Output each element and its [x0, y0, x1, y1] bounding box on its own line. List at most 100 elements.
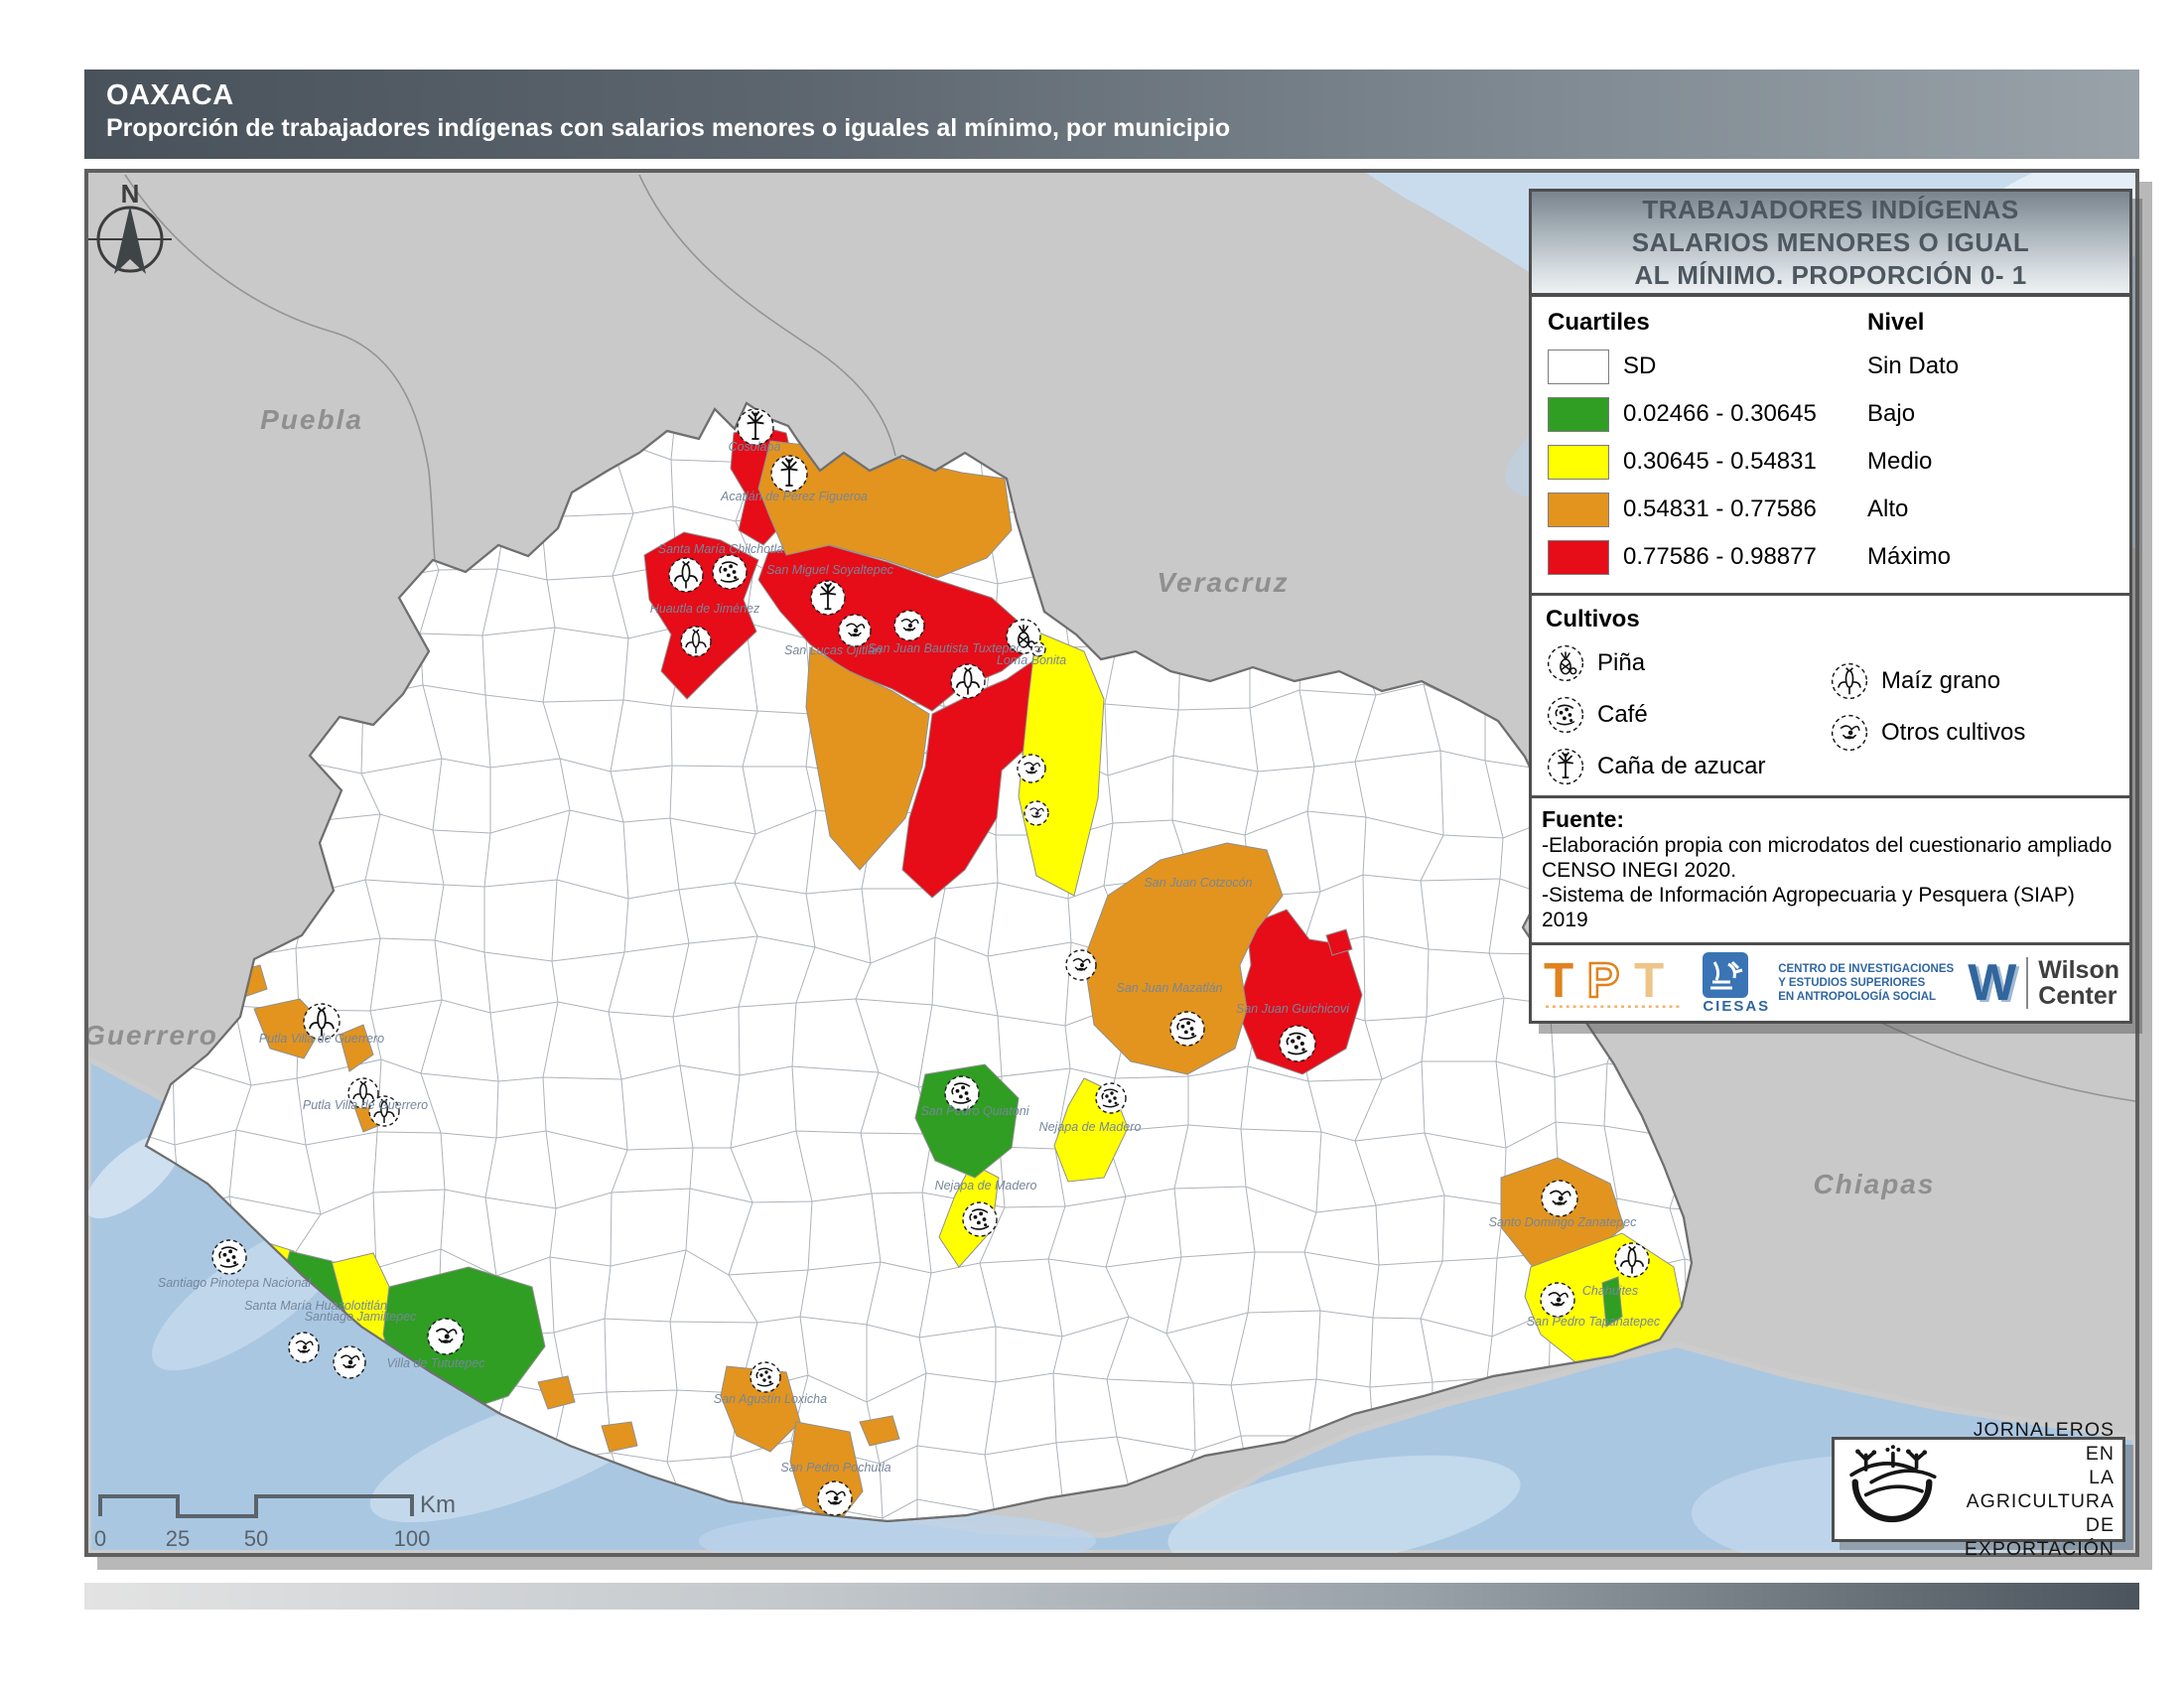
otros-icon — [1066, 950, 1096, 980]
ciesas-line: Y ESTUDIOS SUPERIORES — [1778, 976, 1954, 990]
cultivo-label: Caña de azucar — [1597, 753, 1765, 780]
municipality-label: Santiago Jamiltepec — [305, 1310, 417, 1324]
cana-icon — [771, 456, 807, 492]
header-bar: OAXACA Proporción de trabajadores indíge… — [84, 70, 2139, 159]
quartile-range: SD — [1623, 352, 1867, 380]
svg-text:T: T — [1634, 953, 1664, 1008]
fuente-line: CENSO INEGI 2020. — [1542, 858, 2119, 883]
legend-title-line: AL MÍNIMO. PROPORCIÓN 0- 1 — [1634, 259, 2026, 292]
page-subtitle: Proporción de trabajadores indígenas con… — [106, 112, 2139, 144]
quartile-level: Máximo — [1867, 543, 1951, 571]
quartiles-section: Cuartiles Nivel SDSin Dato0.02466 - 0.30… — [1532, 297, 2129, 596]
quartile-swatch — [1548, 397, 1609, 432]
legend-panel: TRABAJADORES INDÍGENAS SALARIOS MENORES … — [1529, 189, 2132, 1024]
cultivos-title: Cultivos — [1546, 606, 2116, 633]
maiz-icon — [669, 558, 703, 592]
wilson-w-icon: W — [1968, 957, 2016, 1009]
municipality-label: San Pedro Tapanatepec — [1527, 1315, 1661, 1329]
cultivo-item: Maíz grano — [1830, 661, 2025, 701]
scale-unit: Km — [420, 1491, 456, 1518]
maiz-icon — [1830, 661, 1869, 701]
nivel-header: Nivel — [1867, 309, 1924, 337]
legend-title-line: SALARIOS MENORES O IGUAL — [1632, 226, 2030, 259]
scale-tick: 100 — [394, 1526, 431, 1551]
wilson-line: Center — [2038, 983, 2119, 1009]
cultivos-right: Maíz grano Otros cultivos — [1830, 661, 2025, 765]
state-label: Puebla — [260, 404, 363, 435]
ciesas-lines: CENTRO DE INVESTIGACIONESY ESTUDIOS SUPE… — [1778, 962, 1954, 1004]
quartile-row: SDSin Dato — [1548, 343, 2129, 390]
legend-title-line: TRABAJADORES INDÍGENAS — [1642, 194, 2018, 226]
cafe-icon — [713, 555, 747, 589]
jorn-line: DE EXPORTACIÓN — [1946, 1513, 2115, 1561]
quartile-row: 0.30645 - 0.54831Medio — [1548, 438, 2129, 486]
municipality-label: Chahuites — [1582, 1284, 1638, 1298]
scale-tick: 25 — [166, 1526, 190, 1551]
cafe-icon — [1280, 1026, 1315, 1061]
municipality-label: Cosolapa — [729, 440, 781, 454]
otros-icon — [1541, 1283, 1574, 1317]
otros-icon — [839, 615, 871, 646]
jornaleros-icon — [1843, 1442, 1942, 1537]
jornaleros-box: JORNALEROS ENLA AGRICULTURADE EXPORTACIÓ… — [1832, 1437, 2125, 1542]
quartile-swatch — [1548, 350, 1609, 384]
cultivo-item: Otros cultivos — [1830, 713, 2025, 753]
jorn-line: LA AGRICULTURA — [1946, 1466, 2115, 1513]
tpt-logo: T P T — [1542, 953, 1689, 1013]
otros-icon — [894, 611, 924, 640]
otros-icon — [1542, 1181, 1577, 1216]
municipality-label: San Pedro Quiatoni — [920, 1104, 1029, 1118]
page: OAXACA Proporción de trabajadores indíge… — [0, 0, 2184, 1688]
municipality-label: Nejapa de Madero — [935, 1179, 1037, 1193]
municipality-label: San Agustín Loxicha — [714, 1392, 827, 1406]
divider — [2026, 957, 2028, 1009]
quartile-row: 0.77586 - 0.98877Máximo — [1548, 533, 2129, 581]
quartile-swatch — [1548, 445, 1609, 480]
wilson-line: Wilson — [2038, 957, 2119, 983]
fuente-section: Fuente: -Elaboración propia con microdat… — [1532, 798, 2129, 945]
municipality-label: Santo Domingo Zanatepec — [1489, 1215, 1637, 1229]
ciesas-acronym: CIESAS — [1703, 998, 1770, 1015]
cafe-icon — [212, 1240, 246, 1274]
otros-icon — [428, 1319, 464, 1354]
north-label: N — [121, 179, 140, 209]
municipality-label: San Juan Cotzocón — [1144, 876, 1252, 890]
quartile-level: Bajo — [1867, 400, 1915, 428]
svg-text:P: P — [1586, 953, 1619, 1008]
otros-icon — [818, 1481, 852, 1515]
cafe-icon — [1546, 695, 1585, 735]
jorn-line: JORNALEROS EN — [1946, 1418, 2115, 1466]
quartile-level: Sin Dato — [1867, 352, 1959, 380]
cafe-icon — [751, 1362, 780, 1392]
otros-icon — [1830, 713, 1869, 753]
jornaleros-text: JORNALEROS ENLA AGRICULTURADE EXPORTACIÓ… — [1946, 1418, 2115, 1561]
quartiles-header: Cuartiles — [1548, 309, 1867, 337]
municipality-label: San Juan Guichicovi — [1236, 1002, 1350, 1016]
ciesas-line: CENTRO DE INVESTIGACIONES — [1778, 962, 1954, 976]
quartile-range: 0.02466 - 0.30645 — [1623, 400, 1867, 428]
municipality-label: Acatlán de Pérez Figueroa — [720, 490, 868, 503]
scale-tick: 50 — [244, 1526, 268, 1551]
cafe-icon — [1096, 1083, 1126, 1113]
quartile-level: Medio — [1867, 448, 1932, 476]
ciesas-line: EN ANTROPOLOGÍA SOCIAL — [1778, 990, 1954, 1004]
fuente-lines: -Elaboración propia con microdatos del c… — [1542, 833, 2119, 932]
quartile-row: 0.54831 - 0.77586Alto — [1548, 486, 2129, 533]
cafe-icon — [963, 1202, 997, 1236]
municipality-label: Huautla de Jiménez — [650, 602, 760, 616]
municipality-label: Santa María Chilchotla — [658, 542, 784, 556]
cultivos-section: Cultivos PiñaCaféCaña de azucar Maíz gra… — [1532, 596, 2129, 798]
quartiles-rows: SDSin Dato0.02466 - 0.30645Bajo0.30645 -… — [1548, 343, 2129, 581]
otros-icon — [1018, 755, 1045, 782]
quartile-swatch — [1548, 540, 1609, 575]
quartile-level: Alto — [1867, 495, 1908, 523]
wilson-logo: W WilsonCenter — [1968, 957, 2119, 1009]
cultivo-label: Maíz grano — [1881, 667, 2000, 695]
maiz-icon — [681, 627, 711, 656]
fuente-line: -Sistema de Información Agropecuaria y P… — [1542, 883, 2119, 932]
cana-icon — [1546, 747, 1585, 786]
ciesas-logo: CIESAS CENTRO DE INVESTIGACIONESY ESTUDI… — [1703, 952, 1954, 1015]
municipality-label: San Juan Mazatlán — [1116, 981, 1222, 995]
legend-title: TRABAJADORES INDÍGENAS SALARIOS MENORES … — [1532, 192, 2129, 297]
scale-tick: 0 — [94, 1526, 106, 1551]
